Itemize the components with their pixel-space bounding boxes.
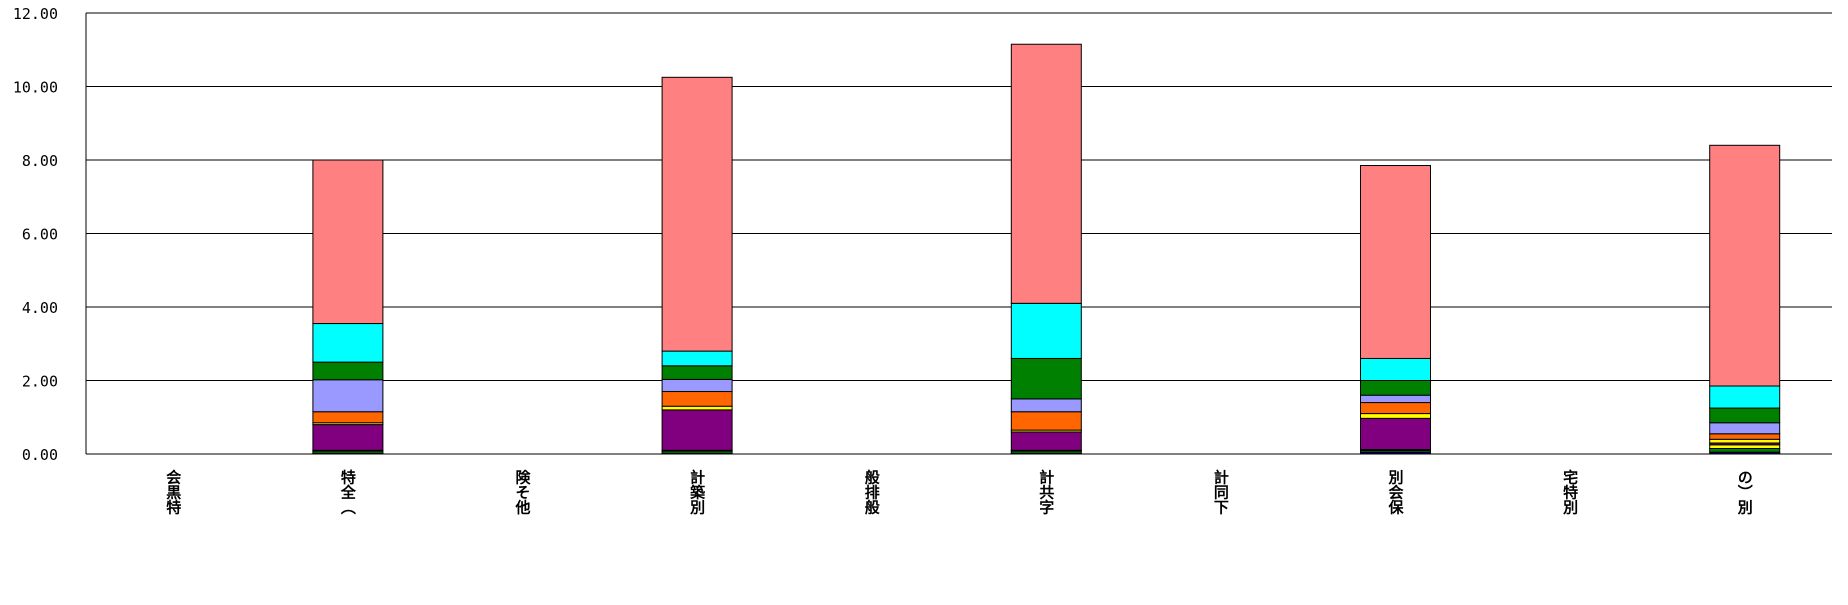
bar-segment	[312, 159, 384, 325]
bar-segment	[1360, 357, 1431, 382]
y-axis-tick-labels: 0.00 2.00 4.00 6.00 8.00 10.00 12.00	[13, 5, 58, 464]
bar-segment	[312, 379, 384, 413]
bar-segment	[661, 391, 733, 407]
bar-segment	[312, 411, 384, 424]
y-tick-label: 0.00	[22, 446, 58, 464]
bar-segment	[661, 409, 733, 451]
bar-segment	[661, 365, 733, 380]
bar-segment	[1360, 380, 1431, 396]
bar-segment	[661, 378, 733, 393]
bar-segment	[1360, 417, 1431, 451]
x-tick-label: 計同下	[1212, 469, 1230, 516]
bar-segment	[1010, 398, 1082, 413]
x-tick-label: 宅特別	[1561, 469, 1579, 516]
y-tick-label: 8.00	[22, 152, 58, 170]
bar-segment	[1010, 357, 1082, 400]
x-tick-label: 険そ他	[514, 469, 532, 516]
bar-segment	[1709, 422, 1781, 435]
bar-segment	[1360, 413, 1431, 419]
bar-segment	[661, 405, 733, 411]
bar-segment	[1709, 144, 1781, 387]
x-tick-label: の）別	[1736, 470, 1754, 516]
bar-segment	[1709, 433, 1781, 440]
bar-segment	[312, 323, 384, 363]
bar-segment	[1709, 447, 1781, 453]
y-tick-label: 2.00	[22, 373, 58, 391]
bar-segment	[1709, 444, 1781, 449]
bar-segment	[661, 350, 733, 367]
bar-segment	[312, 424, 384, 451]
bar-segment	[1010, 302, 1082, 359]
x-tick-label: 計築別	[688, 469, 706, 516]
y-tick-label: 6.00	[22, 226, 58, 244]
bars	[312, 43, 1781, 455]
x-tick-label: 計共字	[1037, 469, 1055, 516]
bar-segment	[312, 361, 384, 381]
x-tick-label: 別会保	[1387, 470, 1405, 516]
bar-segment	[1010, 411, 1082, 431]
y-tick-label: 4.00	[22, 299, 58, 317]
bar-segment	[661, 76, 733, 352]
bar-segment	[1709, 407, 1781, 424]
x-tick-label: 般排般	[863, 469, 881, 516]
bar-segment	[1010, 43, 1082, 304]
x-axis-category-labels: 会黒特 特全（ 険そ他 計築別 般排般 計共字 計同下 別会保 宅特別 の）別	[164, 469, 1753, 516]
bar-segment	[1360, 394, 1431, 404]
bar-segment	[1709, 438, 1781, 444]
bar-segment	[1360, 402, 1431, 415]
y-tick-label: 12.00	[13, 5, 58, 23]
x-tick-label: 会黒特	[164, 469, 182, 516]
bar-segment	[1709, 385, 1781, 409]
bar-segment	[1360, 165, 1431, 359]
x-tick-label: 特全（	[339, 469, 357, 516]
bar-segment	[1010, 431, 1082, 451]
y-tick-label: 10.00	[13, 79, 58, 97]
